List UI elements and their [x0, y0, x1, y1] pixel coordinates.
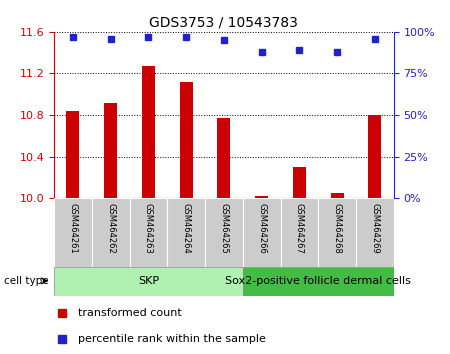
Bar	[293, 167, 306, 198]
Text: percentile rank within the sample: percentile rank within the sample	[78, 335, 266, 344]
Bar	[142, 66, 155, 198]
Bar	[368, 115, 382, 198]
Bar	[318, 198, 356, 267]
Text: GSM464263: GSM464263	[144, 203, 153, 254]
Bar	[54, 198, 92, 267]
Bar	[205, 198, 243, 267]
Text: cell type: cell type	[4, 276, 49, 286]
Bar	[356, 198, 394, 267]
Text: GSM464262: GSM464262	[106, 203, 115, 254]
Bar	[217, 118, 230, 198]
Text: GSM464265: GSM464265	[220, 203, 228, 254]
Text: GSM464266: GSM464266	[257, 203, 266, 254]
Bar	[92, 198, 130, 267]
Title: GDS3753 / 10543783: GDS3753 / 10543783	[149, 15, 298, 29]
Bar	[104, 103, 117, 198]
Text: Sox2-positive follicle dermal cells: Sox2-positive follicle dermal cells	[225, 276, 411, 286]
Bar	[330, 193, 344, 198]
Bar	[243, 267, 394, 296]
Bar	[167, 198, 205, 267]
Bar	[255, 196, 268, 198]
Bar	[130, 198, 167, 267]
Text: GSM464268: GSM464268	[333, 203, 342, 254]
Text: GSM464261: GSM464261	[68, 203, 77, 254]
Bar	[66, 111, 80, 198]
Text: transformed count: transformed count	[78, 308, 181, 318]
Text: SKP: SKP	[138, 276, 159, 286]
Bar	[243, 198, 280, 267]
Text: GSM464267: GSM464267	[295, 203, 304, 254]
Bar	[180, 82, 193, 198]
Text: GSM464269: GSM464269	[370, 203, 379, 254]
Bar	[280, 198, 318, 267]
Bar	[54, 267, 243, 296]
Text: GSM464264: GSM464264	[182, 203, 191, 254]
